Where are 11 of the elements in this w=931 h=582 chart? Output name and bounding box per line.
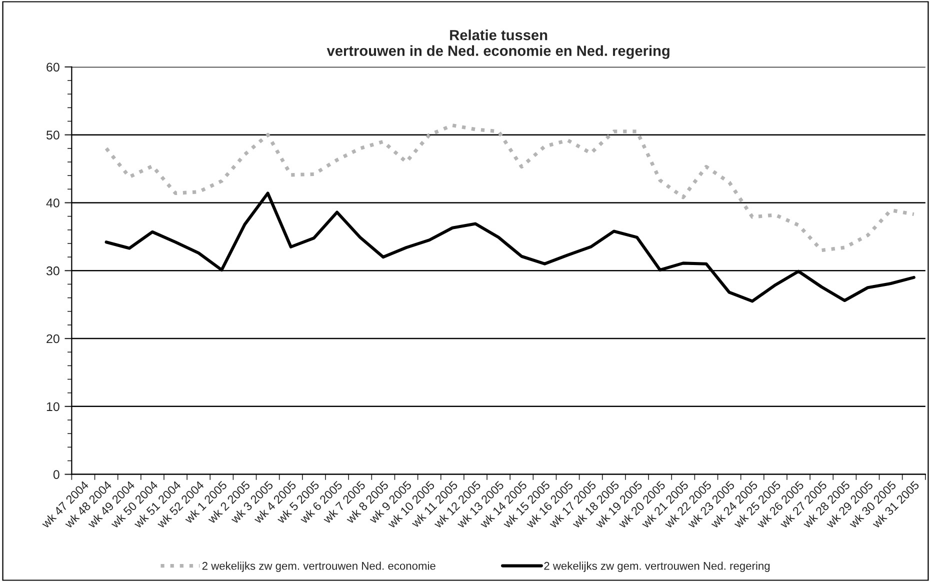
line-series — [104, 124, 916, 252]
y-tick-label: 40 — [46, 198, 60, 208]
legend-label: 2 wekelijks zw gem. vertrouwen Ned. economie — [202, 562, 436, 572]
chart-title: Relatie tussen vertrouwen in de Ned. economie en Ned. regering — [326, 30, 670, 59]
y-tick-label: 20 — [46, 334, 60, 344]
y-tick-label: 0 — [53, 470, 60, 479]
y-tick-label: 60 — [46, 62, 60, 72]
legend-label: 2 wekelijks zw gem. vertrouwen Ned. regering — [544, 562, 770, 572]
y-tick-label: 30 — [46, 266, 60, 276]
y-tick-label: 50 — [46, 130, 60, 140]
y-tick-label: 10 — [46, 402, 60, 412]
